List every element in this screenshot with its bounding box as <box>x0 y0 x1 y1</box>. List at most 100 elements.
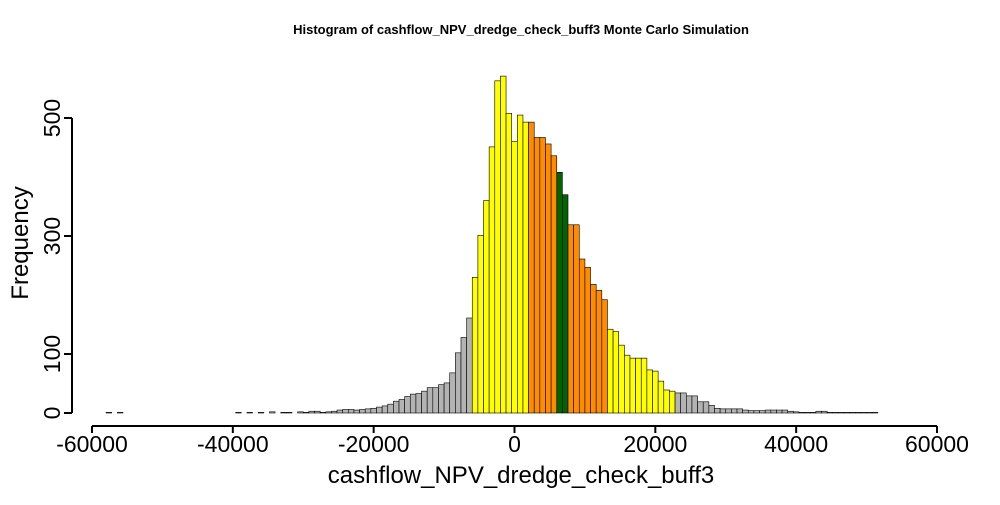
histogram-bar <box>601 299 608 414</box>
x-axis: -60000 -40000 -20000 0 20000 40000 60000 <box>56 425 969 457</box>
histogram-bar <box>815 410 822 414</box>
histogram-bar <box>776 409 783 414</box>
x-tick-label: 0 <box>508 431 521 457</box>
y-axis: 0 100 300 500 <box>39 99 73 420</box>
histogram-bar <box>517 114 524 414</box>
histogram-bar <box>455 352 462 414</box>
histogram-bar <box>624 354 631 414</box>
histogram-bar <box>314 410 321 414</box>
histogram-bar <box>708 405 715 414</box>
histogram-bar <box>607 328 614 414</box>
histogram-bar <box>697 401 704 414</box>
histogram-bar <box>770 409 777 414</box>
histogram-bar <box>635 357 642 414</box>
histogram-bar <box>849 412 856 414</box>
histogram-bars <box>105 75 879 414</box>
histogram-bar <box>246 412 253 414</box>
histogram-bar <box>702 401 710 414</box>
chart-title: Histogram of cashflow_NPV_dredge_check_b… <box>293 22 749 37</box>
histogram-bar <box>522 121 529 414</box>
histogram-bar <box>657 380 665 414</box>
histogram-bar <box>686 395 693 414</box>
histogram-bar <box>370 407 377 414</box>
histogram-bar <box>725 408 732 414</box>
histogram-bar <box>646 369 653 414</box>
histogram-bar <box>359 409 366 414</box>
histogram-bar <box>787 410 794 414</box>
histogram-bar <box>573 224 580 414</box>
histogram-bar <box>105 412 113 414</box>
histogram-bar <box>714 407 721 414</box>
x-tick-label: 60000 <box>905 431 969 457</box>
histogram-bar <box>421 390 428 414</box>
histogram-bar <box>533 137 541 414</box>
histogram-bar <box>826 412 834 414</box>
histogram-bar <box>398 399 405 414</box>
y-axis-label: Frequency <box>7 186 34 299</box>
x-tick-label: -60000 <box>56 431 128 457</box>
histogram-bar <box>545 143 552 414</box>
x-axis-label: cashflow_NPV_dredge_check_buff3 <box>328 462 714 489</box>
histogram-bar <box>832 412 839 414</box>
histogram-bar <box>821 410 828 414</box>
y-tick-label: 300 <box>39 217 65 255</box>
histogram-bar <box>618 344 625 414</box>
histogram-bar <box>505 112 512 414</box>
y-tick-label: 0 <box>39 407 65 420</box>
histogram-bar <box>691 395 698 414</box>
histogram-bar <box>302 412 310 414</box>
histogram-bar <box>269 411 276 414</box>
histogram-bar <box>511 141 518 414</box>
histogram-bar <box>612 331 620 414</box>
histogram-bar <box>387 403 394 414</box>
histogram-bar <box>567 224 574 414</box>
histogram-bar <box>539 137 546 414</box>
histogram-bar <box>747 410 755 414</box>
histogram-bar <box>364 408 372 414</box>
histogram-bar <box>804 412 811 414</box>
histogram-bar <box>781 409 789 414</box>
histogram-bar <box>809 412 817 414</box>
histogram-bar <box>308 410 315 414</box>
histogram-bar <box>460 337 467 414</box>
x-tick-label: 20000 <box>623 431 687 457</box>
histogram-bar <box>736 408 743 414</box>
histogram-bar <box>415 393 422 414</box>
histogram-bar <box>595 289 603 414</box>
histogram-bar <box>528 121 535 414</box>
histogram-bar <box>584 266 591 414</box>
histogram-bar <box>466 317 473 414</box>
histogram-bar <box>477 235 484 414</box>
histogram-bar <box>449 372 456 414</box>
histogram-bar <box>669 390 676 414</box>
histogram-bar <box>381 405 389 414</box>
histogram-bar <box>494 80 501 414</box>
histogram-bar <box>742 409 749 414</box>
histogram-bar <box>488 146 496 414</box>
x-tick-label: -20000 <box>338 431 410 457</box>
histogram-bar <box>426 387 434 414</box>
histogram-bar <box>353 409 360 414</box>
histogram-bar <box>663 389 670 414</box>
histogram-bar <box>759 410 766 414</box>
histogram-bar <box>855 412 862 414</box>
histogram-bar <box>871 412 879 414</box>
y-tick-label: 500 <box>39 99 65 137</box>
histogram-bar <box>280 412 287 414</box>
histogram-bar <box>562 194 569 414</box>
histogram-bar <box>117 412 124 414</box>
histogram-bar <box>325 411 332 414</box>
histogram-bar <box>500 75 507 414</box>
histogram-bar <box>376 406 383 414</box>
histogram-bar <box>652 370 659 414</box>
histogram-bar <box>336 409 343 414</box>
histogram-bar <box>319 412 327 414</box>
histogram-bar <box>629 357 636 414</box>
histogram-bar <box>286 412 293 414</box>
histogram-bar <box>680 392 687 414</box>
histogram-bar <box>578 258 586 414</box>
histogram-bar <box>432 387 439 414</box>
histogram-bar <box>257 412 265 414</box>
